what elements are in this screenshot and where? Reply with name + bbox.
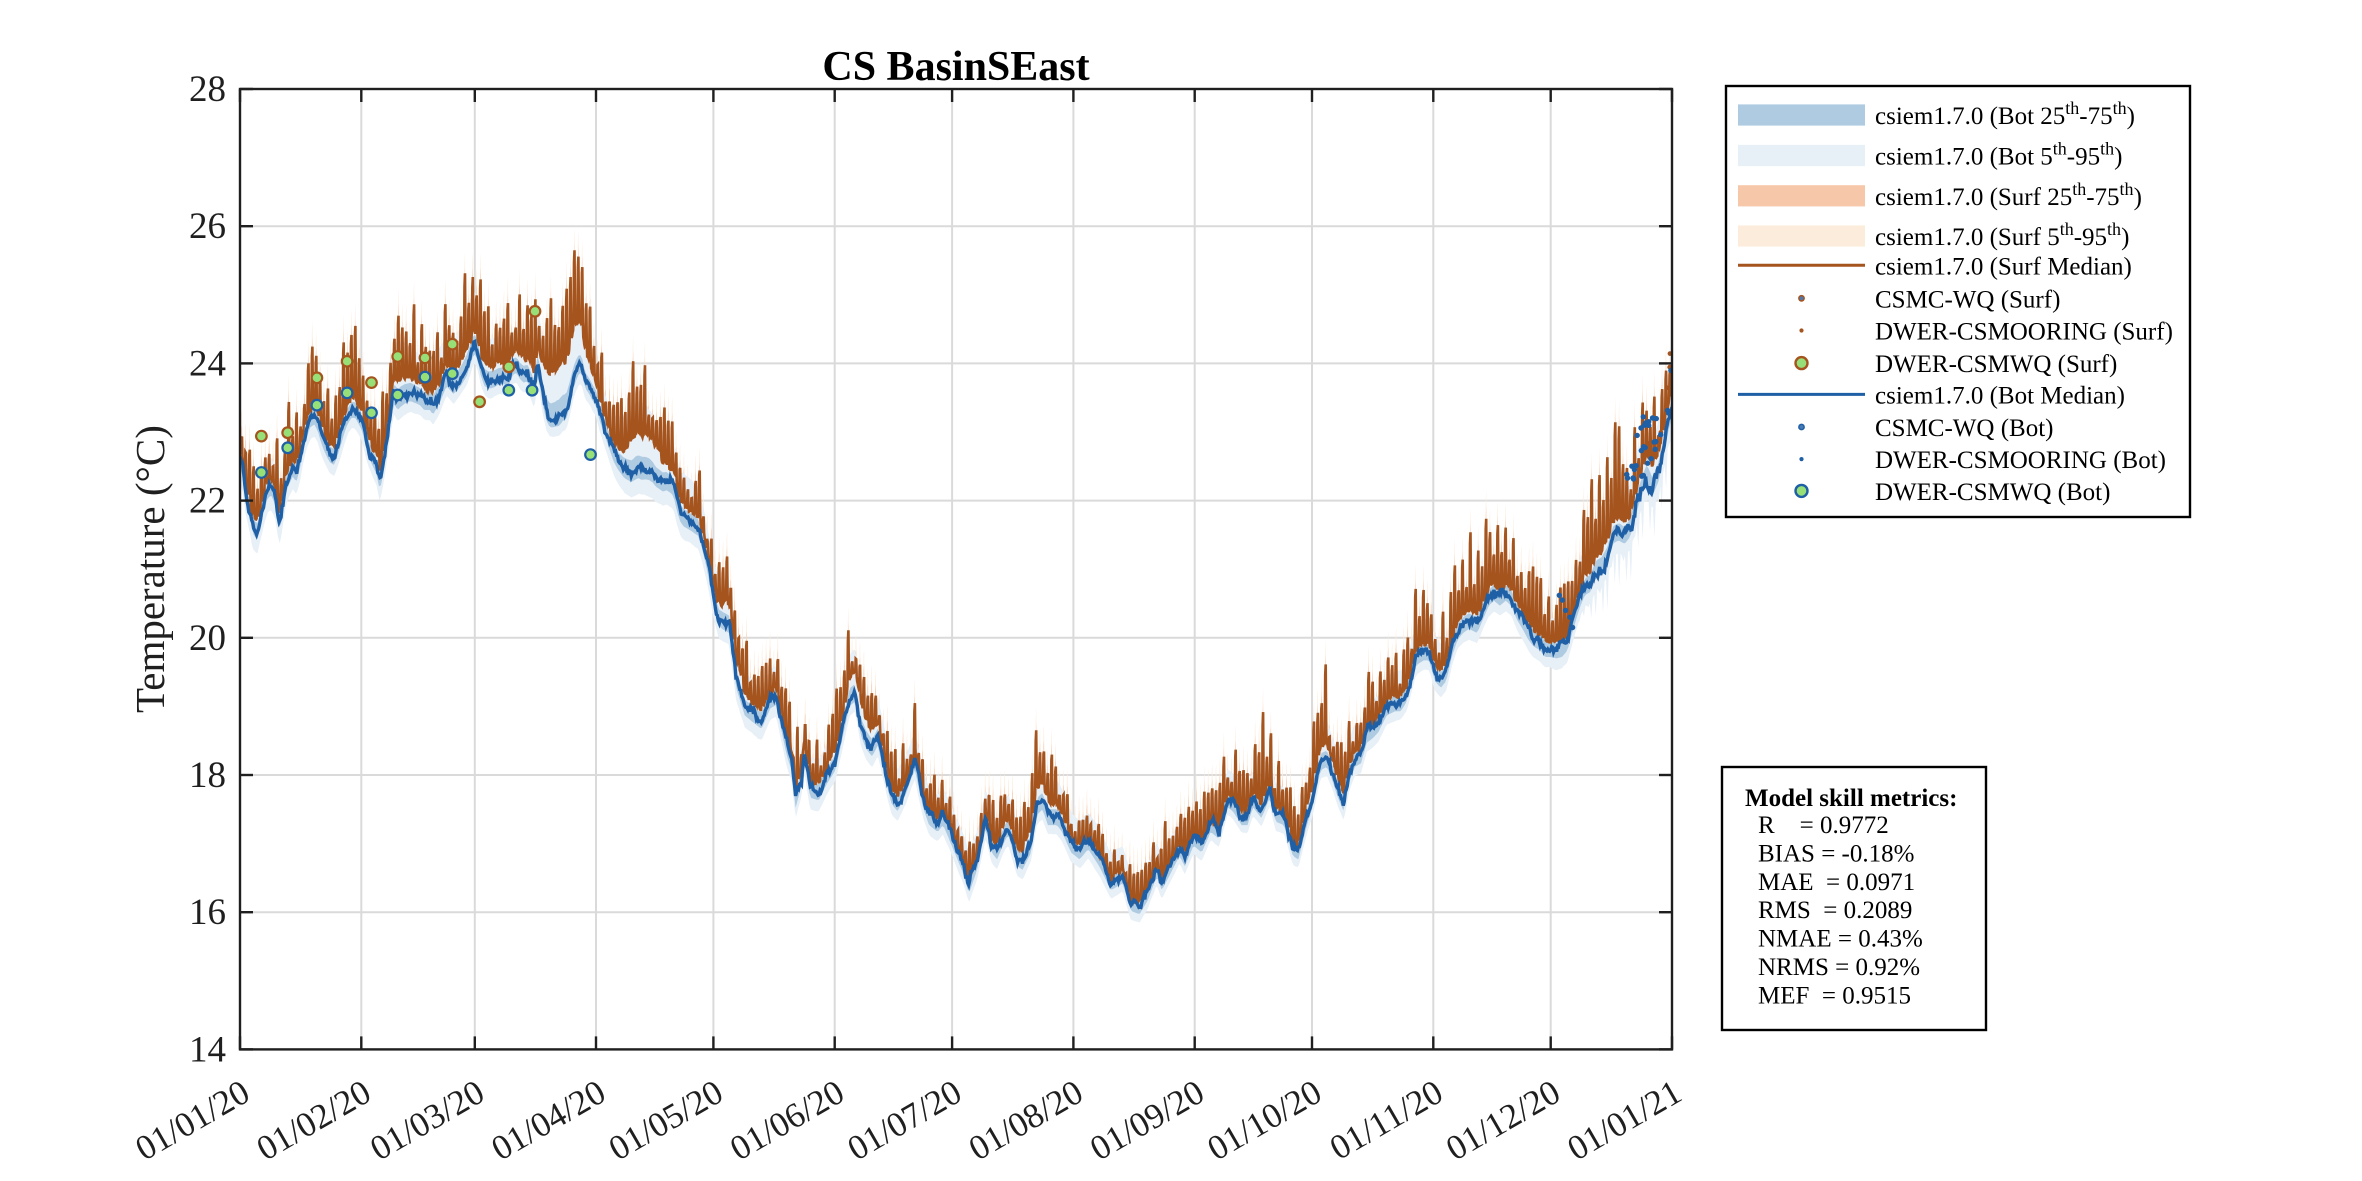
svg-text:csiem1.7.0 (Bot 25th​-75th​): csiem1.7.0 (Bot 25th​-75th​) xyxy=(1875,98,2135,130)
svg-text:DWER-CSMOORING (Bot): DWER-CSMOORING (Bot) xyxy=(1875,447,2166,474)
svg-text:MAE = 0.0971: MAE = 0.0971 xyxy=(1758,869,1915,896)
svg-text:csiem1.7.0 (Bot Median): csiem1.7.0 (Bot Median) xyxy=(1875,382,2125,409)
svg-text:csiem1.7.0 (Surf 5th​-95th​): csiem1.7.0 (Surf 5th​-95th​) xyxy=(1875,219,2129,251)
svg-text:Model skill metrics:: Model skill metrics: xyxy=(1745,785,1957,812)
svg-text:NMAE = 0.43%: NMAE = 0.43% xyxy=(1758,926,1923,953)
svg-text:BIAS = -0.18%: BIAS = -0.18% xyxy=(1758,840,1914,867)
svg-text:DWER-CSMOORING (Surf): DWER-CSMOORING (Surf) xyxy=(1875,319,2173,346)
svg-text:Temperature (°C): Temperature (°C) xyxy=(127,425,173,713)
svg-text:CS BasinSEast: CS BasinSEast xyxy=(822,44,1089,90)
svg-text:CSMC-WQ (Bot): CSMC-WQ (Bot) xyxy=(1875,415,2053,442)
svg-text:18: 18 xyxy=(189,755,226,796)
svg-text:R = 0.9772: R = 0.9772 xyxy=(1758,812,1889,839)
svg-text:26: 26 xyxy=(189,206,226,247)
svg-text:16: 16 xyxy=(189,892,226,933)
svg-text:20: 20 xyxy=(189,618,226,659)
svg-text:CSMC-WQ (Surf): CSMC-WQ (Surf) xyxy=(1875,286,2060,313)
svg-text:14: 14 xyxy=(189,1029,226,1070)
svg-text:DWER-CSMWQ (Surf): DWER-CSMWQ (Surf) xyxy=(1875,351,2117,378)
svg-text:MEF = 0.9515: MEF = 0.9515 xyxy=(1758,982,1911,1009)
svg-text:24: 24 xyxy=(189,343,226,384)
svg-text:22: 22 xyxy=(189,481,226,522)
svg-text:DWER-CSMWQ (Bot): DWER-CSMWQ (Bot) xyxy=(1875,479,2110,506)
svg-text:csiem1.7.0 (Bot 5th​-95th​): csiem1.7.0 (Bot 5th​-95th​) xyxy=(1875,139,2122,171)
svg-text:csiem1.7.0 (Surf 25th​-75th​): csiem1.7.0 (Surf 25th​-75th​) xyxy=(1875,179,2142,211)
svg-text:RMS = 0.2089: RMS = 0.2089 xyxy=(1758,897,1912,924)
svg-text:28: 28 xyxy=(189,69,226,110)
svg-text:NRMS = 0.92%: NRMS = 0.92% xyxy=(1758,954,1920,981)
svg-text:csiem1.7.0 (Surf Median): csiem1.7.0 (Surf Median) xyxy=(1875,253,2132,280)
